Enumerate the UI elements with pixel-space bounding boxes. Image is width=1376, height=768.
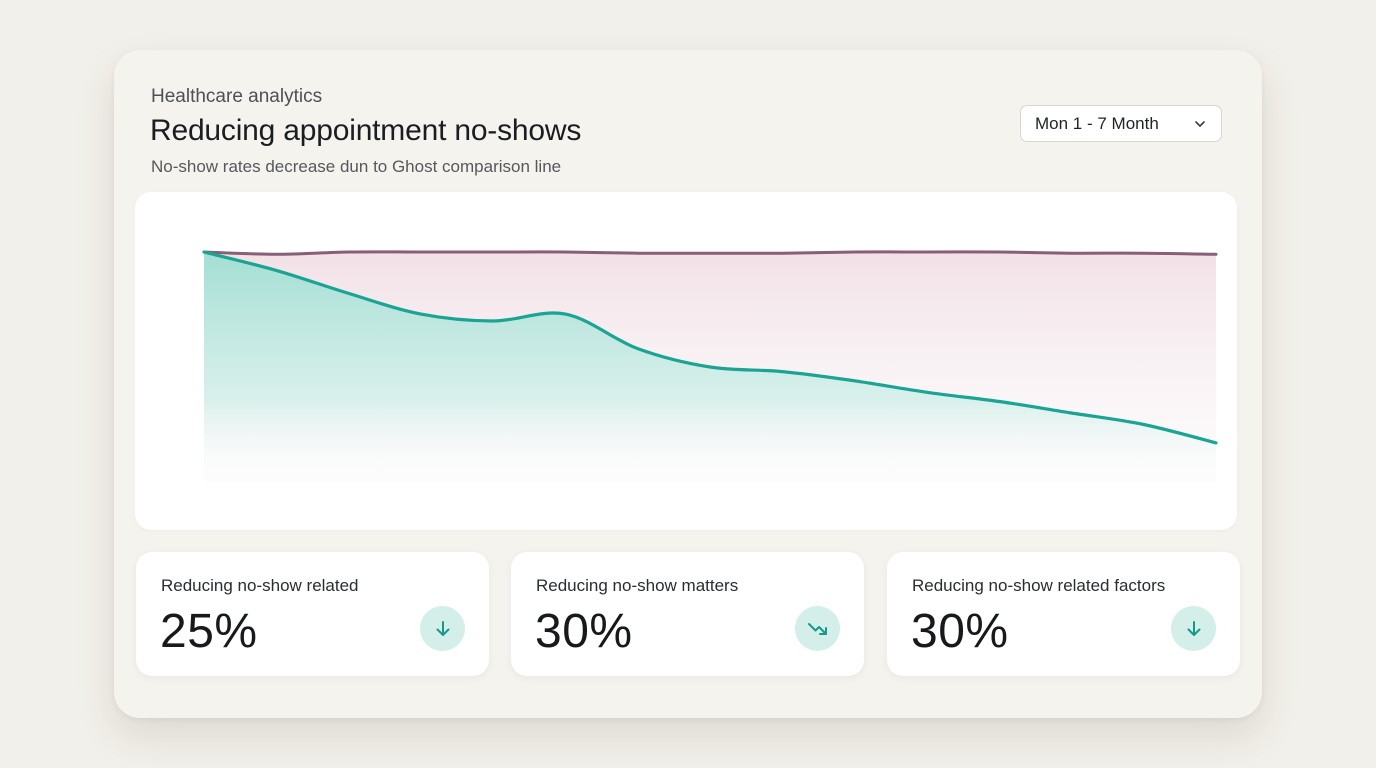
stat-label: Reducing no-show related (161, 576, 359, 595)
arrow-down-icon (1171, 606, 1216, 651)
trend-down-icon (795, 606, 840, 651)
page-subtitle: No-show rates decrease dun to Ghost comp… (151, 157, 562, 176)
stat-value: 30% (911, 605, 1009, 658)
chevron-down-icon (1193, 117, 1207, 131)
main-series-line (202, 250, 1218, 445)
stat-label: Reducing no-show matters (536, 576, 739, 595)
stat-value: 25% (160, 605, 258, 658)
date-range-select[interactable]: Mon 1 - 7 Month (1020, 105, 1222, 142)
chart-panel (135, 192, 1237, 530)
section-eyebrow: Healthcare analytics (151, 86, 323, 107)
page-title: Reducing appointment no-shows (150, 114, 582, 147)
stat-value: 30% (535, 605, 633, 658)
ghost-series-line (202, 250, 1218, 256)
stat-card-no-show-related: Reducing no-show related 25% (136, 552, 489, 676)
arrow-down-icon (420, 606, 465, 651)
dashboard-card: Healthcare analytics Reducing appointmen… (114, 50, 1262, 718)
no-show-area-chart (202, 250, 1218, 482)
stat-card-no-show-matters: Reducing no-show matters 30% (511, 552, 864, 676)
stat-label: Reducing no-show related factors (912, 576, 1166, 595)
stat-card-no-show-factors: Reducing no-show related factors 30% (887, 552, 1240, 676)
date-range-value: Mon 1 - 7 Month (1035, 113, 1159, 133)
